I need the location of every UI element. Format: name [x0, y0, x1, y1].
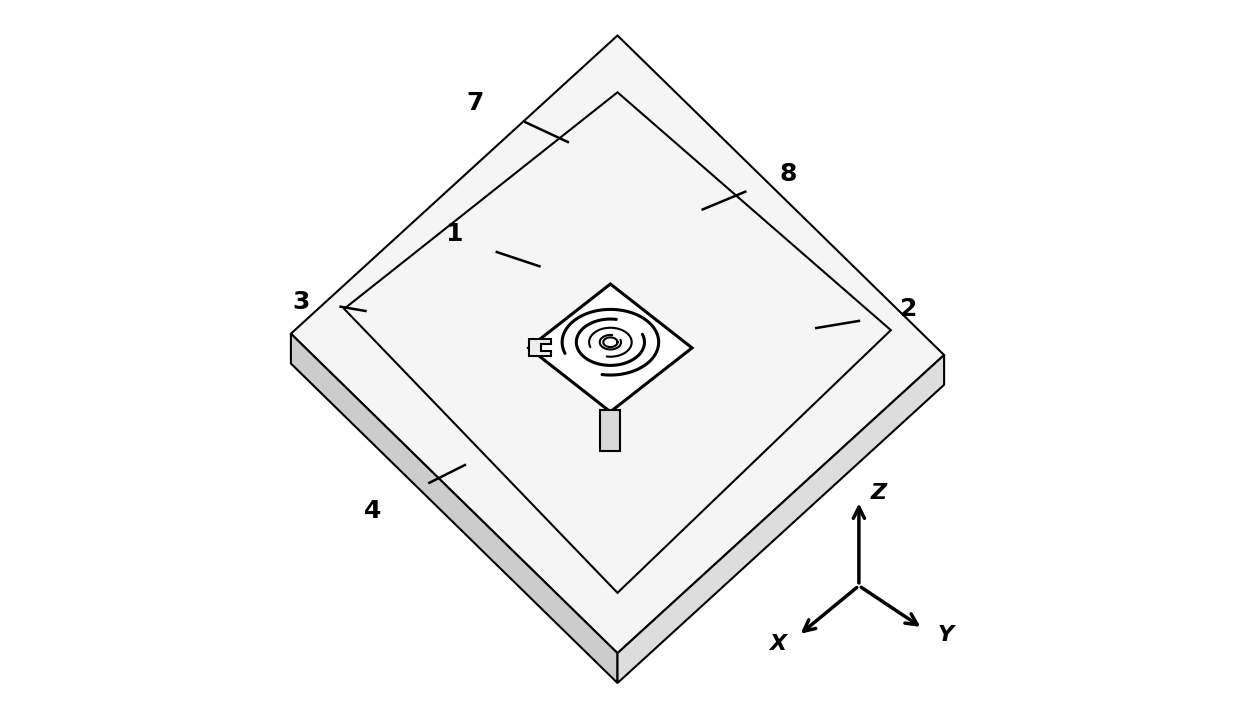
Text: 3: 3 [293, 290, 310, 314]
Text: Y: Y [937, 626, 953, 645]
Text: 2: 2 [900, 297, 918, 321]
Polygon shape [600, 410, 620, 451]
Text: 4: 4 [364, 499, 382, 523]
Polygon shape [291, 334, 618, 683]
Polygon shape [529, 284, 692, 412]
Text: X: X [768, 634, 785, 654]
Polygon shape [529, 339, 552, 356]
Text: 8: 8 [779, 162, 797, 186]
Polygon shape [618, 355, 944, 683]
Polygon shape [291, 36, 944, 653]
Text: 7: 7 [467, 91, 484, 115]
Text: Z: Z [871, 484, 887, 503]
Text: 1: 1 [446, 222, 463, 246]
